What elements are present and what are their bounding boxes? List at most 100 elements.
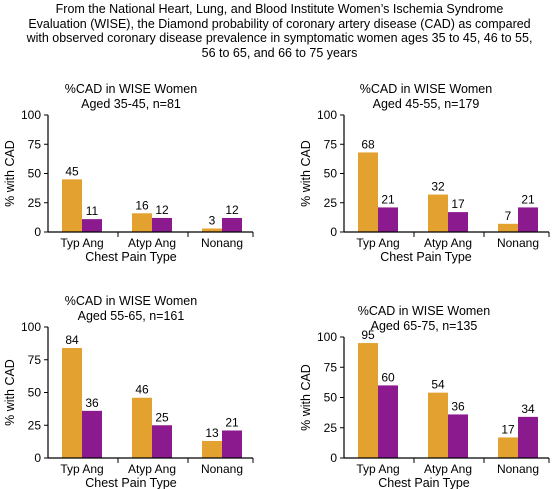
bar <box>202 440 222 458</box>
x-tick-label: Nonang <box>201 462 243 476</box>
bar <box>222 217 242 232</box>
bar <box>132 213 152 232</box>
y-axis-label: % with CAD <box>3 359 17 426</box>
data-label: 21 <box>225 415 239 429</box>
bar <box>358 343 378 458</box>
x-tick-label: Atyp Ang <box>128 236 176 250</box>
data-label: 7 <box>505 209 512 223</box>
bar <box>152 425 172 458</box>
y-tick-label: 75 <box>324 137 338 151</box>
chart-subtitle: Aged 45-55, n=179 <box>373 97 480 111</box>
y-tick-label: 75 <box>28 137 42 151</box>
bar <box>222 430 242 458</box>
data-label: 34 <box>521 402 535 416</box>
y-axis-label: % with CAD <box>299 364 313 431</box>
x-tick-label: Typ Ang <box>356 236 399 250</box>
data-label: 12 <box>155 203 169 217</box>
bar <box>62 347 82 458</box>
data-label: 36 <box>85 396 99 410</box>
y-tick-label: 0 <box>34 451 41 465</box>
data-label: 21 <box>381 192 395 206</box>
bar <box>428 194 448 232</box>
y-tick-label: 75 <box>324 360 338 374</box>
data-label: 84 <box>65 333 79 347</box>
x-tick-label: Nonang <box>497 462 539 476</box>
chart-subtitle: Aged 65-75, n=135 <box>371 319 478 333</box>
y-tick-label: 100 <box>317 108 337 122</box>
data-label: 60 <box>381 370 395 384</box>
x-tick-label: Typ Ang <box>60 462 103 476</box>
x-tick-label: Nonang <box>201 236 243 250</box>
data-label: 21 <box>521 192 535 206</box>
bar <box>518 416 538 458</box>
x-tick-label: Atyp Ang <box>424 462 472 476</box>
caption-line: Evaluation (WISE), the Diamond probabili… <box>28 16 531 31</box>
data-label: 45 <box>65 164 79 178</box>
y-tick-label: 25 <box>324 196 338 210</box>
bar <box>62 179 82 232</box>
bar <box>82 219 102 232</box>
bar <box>448 414 468 458</box>
x-tick-label: Typ Ang <box>60 236 103 250</box>
y-tick-label: 100 <box>317 330 337 344</box>
bar <box>498 223 518 232</box>
bar <box>202 228 222 232</box>
bar <box>428 392 448 458</box>
bar <box>132 397 152 458</box>
chart-title: %CAD in WISE Women <box>360 82 492 96</box>
y-axis-label: % with CAD <box>299 140 313 207</box>
bar <box>518 207 538 232</box>
caption-line: with observed coronary disease prevalenc… <box>26 31 533 45</box>
bar <box>378 207 398 232</box>
x-tick-label: Atyp Ang <box>128 462 176 476</box>
y-tick-label: 0 <box>34 225 41 239</box>
data-label: 17 <box>451 197 465 211</box>
data-label: 11 <box>86 204 99 218</box>
caption-line: From the National Heart, Lung, and Blood… <box>55 2 504 16</box>
y-tick-label: 25 <box>28 196 42 210</box>
caption-line: 56 to 65, and 66 to 75 years <box>201 45 358 60</box>
bar <box>498 437 518 458</box>
y-tick-label: 100 <box>21 320 41 334</box>
y-tick-label: 50 <box>324 167 338 181</box>
y-tick-label: 0 <box>330 225 337 239</box>
data-label: 16 <box>135 198 149 212</box>
y-tick-label: 25 <box>324 421 338 435</box>
x-axis-label: Chest Pain Type <box>85 476 177 489</box>
data-label: 17 <box>501 422 515 436</box>
x-axis-label: Chest Pain Type <box>378 476 470 489</box>
x-axis-label: Chest Pain Type <box>85 250 177 264</box>
data-label: 46 <box>135 383 149 397</box>
data-label: 12 <box>225 203 239 217</box>
chart-subtitle: Aged 55-65, n=161 <box>78 309 185 323</box>
y-tick-label: 25 <box>28 418 42 432</box>
x-tick-label: Typ Ang <box>356 462 399 476</box>
data-label: 25 <box>155 410 169 424</box>
data-label: 3 <box>209 213 216 227</box>
bar <box>82 410 102 458</box>
y-tick-label: 100 <box>21 108 41 122</box>
data-label: 54 <box>431 378 445 392</box>
data-label: 36 <box>451 399 465 413</box>
data-label: 95 <box>361 328 375 342</box>
bar <box>358 152 378 232</box>
bar <box>378 385 398 458</box>
y-tick-label: 50 <box>28 386 42 400</box>
data-label: 13 <box>205 426 219 440</box>
y-tick-label: 50 <box>324 391 338 405</box>
bar <box>152 217 172 232</box>
data-label: 68 <box>361 137 375 151</box>
x-tick-label: Nonang <box>497 236 539 250</box>
y-tick-label: 0 <box>330 451 337 465</box>
x-axis-label: Chest Pain Type <box>380 250 472 264</box>
y-tick-label: 50 <box>28 167 42 181</box>
bar <box>448 212 468 232</box>
chart-title: %CAD in WISE Women <box>65 82 197 96</box>
figure-caption: From the National Heart, Lung, and Blood… <box>0 2 559 60</box>
chart-title: %CAD in WISE Women <box>65 294 197 308</box>
